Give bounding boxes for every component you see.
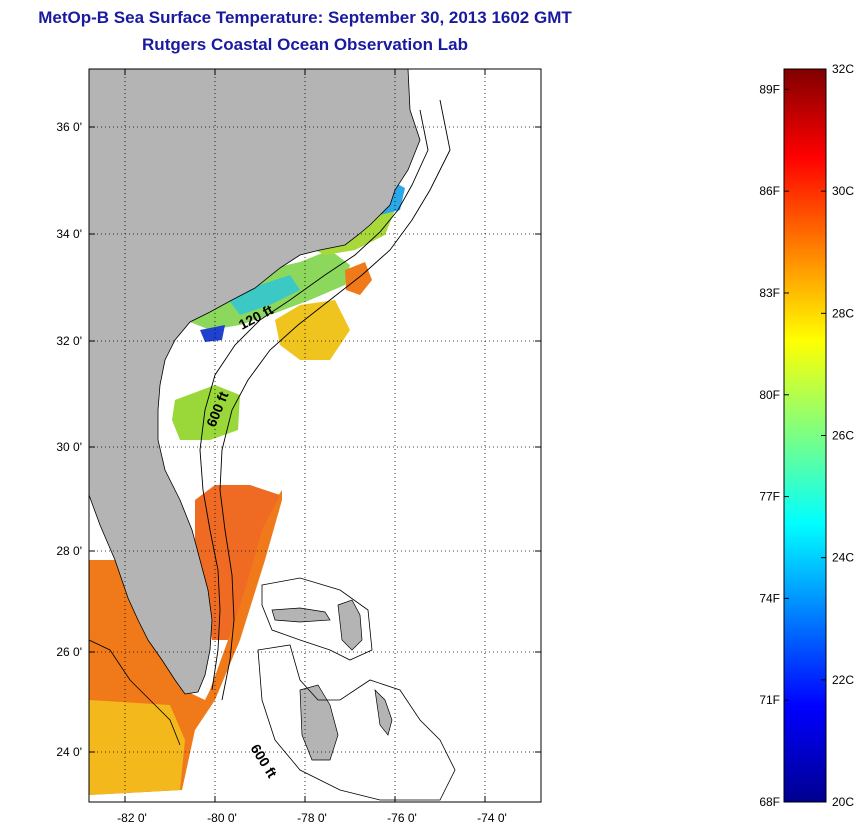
land-bahamas-abaco: [337, 599, 363, 651]
land-bahamas-andros: [299, 684, 339, 761]
isobath-bahamas-outer: [257, 577, 456, 801]
lon-label-82: -82 0': [117, 811, 147, 825]
sst-patch-ga: [172, 385, 240, 440]
lat-label-26: 26 0': [56, 645, 82, 659]
lat-label-32: 32 0': [56, 334, 82, 348]
land-us-southeast: [89, 69, 421, 695]
sst-patch-sc2: [225, 275, 300, 315]
map-border: [88, 68, 542, 803]
lat-label-34: 34 0': [56, 227, 82, 241]
map-subtitle: Rutgers Coastal Ocean Observation Lab: [142, 35, 468, 54]
lat-label-30: 30 0': [56, 440, 82, 454]
sst-swath-south-band: [89, 700, 185, 795]
sst-patch-blue: [200, 325, 225, 342]
map-grid: [89, 69, 541, 802]
isobath-600ft: [219, 99, 451, 701]
lon-label-74: -74 0': [477, 811, 507, 825]
sst-patch-nc3: [345, 262, 372, 295]
land-bahamas-grand: [271, 607, 331, 623]
lon-label-76: -76 0': [387, 811, 417, 825]
isobath-gulf: [89, 639, 181, 746]
lat-label-36: 36 0': [56, 120, 82, 134]
lat-label-28: 28 0': [56, 544, 82, 558]
land-bahamas-eleuthera: [374, 689, 393, 736]
sst-swath-florida-east: [195, 485, 280, 640]
isobath-120ft: [199, 109, 429, 691]
lon-label-80: -80 0': [207, 811, 237, 825]
map-ticks: [89, 69, 541, 802]
map-title: MetOp-B Sea Surface Temperature: Septemb…: [38, 8, 572, 27]
sst-patch-offshore: [275, 300, 350, 360]
lat-label-24: 24 0': [56, 745, 82, 759]
lon-label-78: -78 0': [297, 811, 327, 825]
